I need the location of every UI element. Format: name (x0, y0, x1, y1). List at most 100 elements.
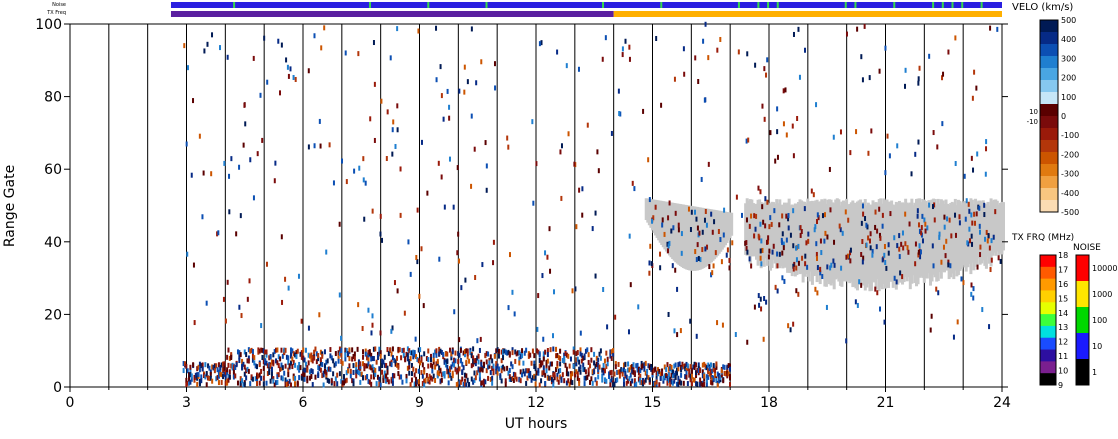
echo-point (586, 122, 589, 128)
echo-point (655, 36, 658, 42)
echo-point (319, 143, 322, 149)
echo-point (370, 352, 373, 358)
echo-point (421, 362, 424, 368)
echo-point (546, 254, 549, 260)
ground-scatter-column (744, 203, 748, 255)
ground-scatter-column (820, 199, 824, 278)
echo-point (448, 156, 451, 162)
echo-point (590, 347, 593, 353)
echo-point (692, 364, 695, 370)
echo-point (269, 378, 272, 384)
ground-scatter-column (814, 200, 818, 275)
echo-point (196, 375, 199, 381)
echo-point (639, 379, 642, 385)
echo-point (431, 376, 434, 382)
echo-point (273, 178, 276, 184)
echo-point (612, 382, 615, 388)
echo-point (568, 381, 571, 387)
echo-point (468, 382, 471, 388)
echo-point (920, 230, 923, 236)
echo-point (223, 160, 226, 166)
echo-point (876, 290, 879, 296)
ground-scatter-column (995, 200, 999, 252)
echo-point (941, 121, 944, 127)
echo-point (759, 248, 762, 254)
echo-point (512, 371, 515, 377)
echo-point (755, 213, 758, 219)
echo-point (612, 348, 615, 354)
echo-point (289, 360, 292, 366)
ground-scatter-column (960, 204, 964, 270)
echo-point (272, 352, 275, 358)
echo-point (622, 367, 625, 373)
echo-point (649, 243, 652, 249)
echo-point (251, 353, 254, 359)
echo-point (764, 223, 767, 229)
echo-point (674, 210, 677, 216)
echo-point (434, 349, 437, 355)
echo-point (703, 217, 706, 223)
echo-point (878, 68, 881, 74)
echo-point (196, 381, 199, 387)
echo-point (538, 363, 541, 369)
echo-point (731, 240, 734, 246)
echo-point (970, 282, 973, 288)
echo-point (635, 381, 638, 387)
echo-point (898, 254, 901, 260)
echo-point (213, 368, 216, 374)
echo-point (548, 226, 551, 232)
echo-point (522, 368, 525, 374)
ground-scatter-column (904, 198, 908, 277)
echo-point (202, 170, 205, 176)
echo-point (655, 375, 658, 381)
echo-point (246, 296, 249, 302)
echo-point (763, 66, 766, 72)
echo-point (627, 361, 630, 367)
echo-point (265, 352, 268, 358)
txfreq-tick-label: 16 (1058, 280, 1068, 289)
x-tick-label: 24 (993, 395, 1011, 411)
echo-point (815, 218, 818, 224)
echo-point (833, 262, 836, 268)
echo-point (575, 361, 578, 367)
echo-point (665, 367, 668, 373)
ground-scatter-column (859, 199, 863, 285)
echo-point (280, 375, 283, 381)
echo-point (506, 350, 509, 356)
y-axis-label: Range Gate (2, 165, 18, 247)
echo-point (932, 204, 935, 210)
echo-point (978, 229, 981, 235)
echo-point (413, 381, 416, 387)
echo-point (782, 88, 785, 94)
echo-point (661, 217, 664, 223)
echo-point (719, 36, 722, 42)
echo-point (374, 346, 377, 352)
echo-point (654, 381, 657, 387)
echo-point (628, 233, 631, 239)
echo-point (964, 216, 967, 222)
echo-point (352, 381, 355, 387)
echo-point (705, 374, 708, 380)
echo-point (530, 377, 533, 383)
echo-point (386, 377, 389, 383)
echo-point (778, 222, 781, 228)
ground-scatter-column (949, 202, 953, 278)
echo-point (345, 377, 348, 383)
ground-scatter-column (668, 202, 672, 256)
echo-point (919, 249, 922, 255)
ground-scatter-column (838, 205, 842, 286)
velocity-color-step (1040, 152, 1058, 165)
echo-point (418, 293, 421, 299)
velocity-color-step (1040, 92, 1058, 105)
echo-point (371, 355, 374, 361)
echo-point (190, 376, 193, 382)
echo-point (598, 351, 601, 357)
echo-point (466, 354, 469, 360)
echo-point (461, 376, 464, 382)
echo-point (244, 121, 247, 127)
echo-point (219, 364, 222, 370)
echo-point (521, 372, 524, 378)
echo-point (345, 179, 348, 185)
echo-point (510, 361, 513, 367)
ground-scatter-column (708, 209, 712, 264)
